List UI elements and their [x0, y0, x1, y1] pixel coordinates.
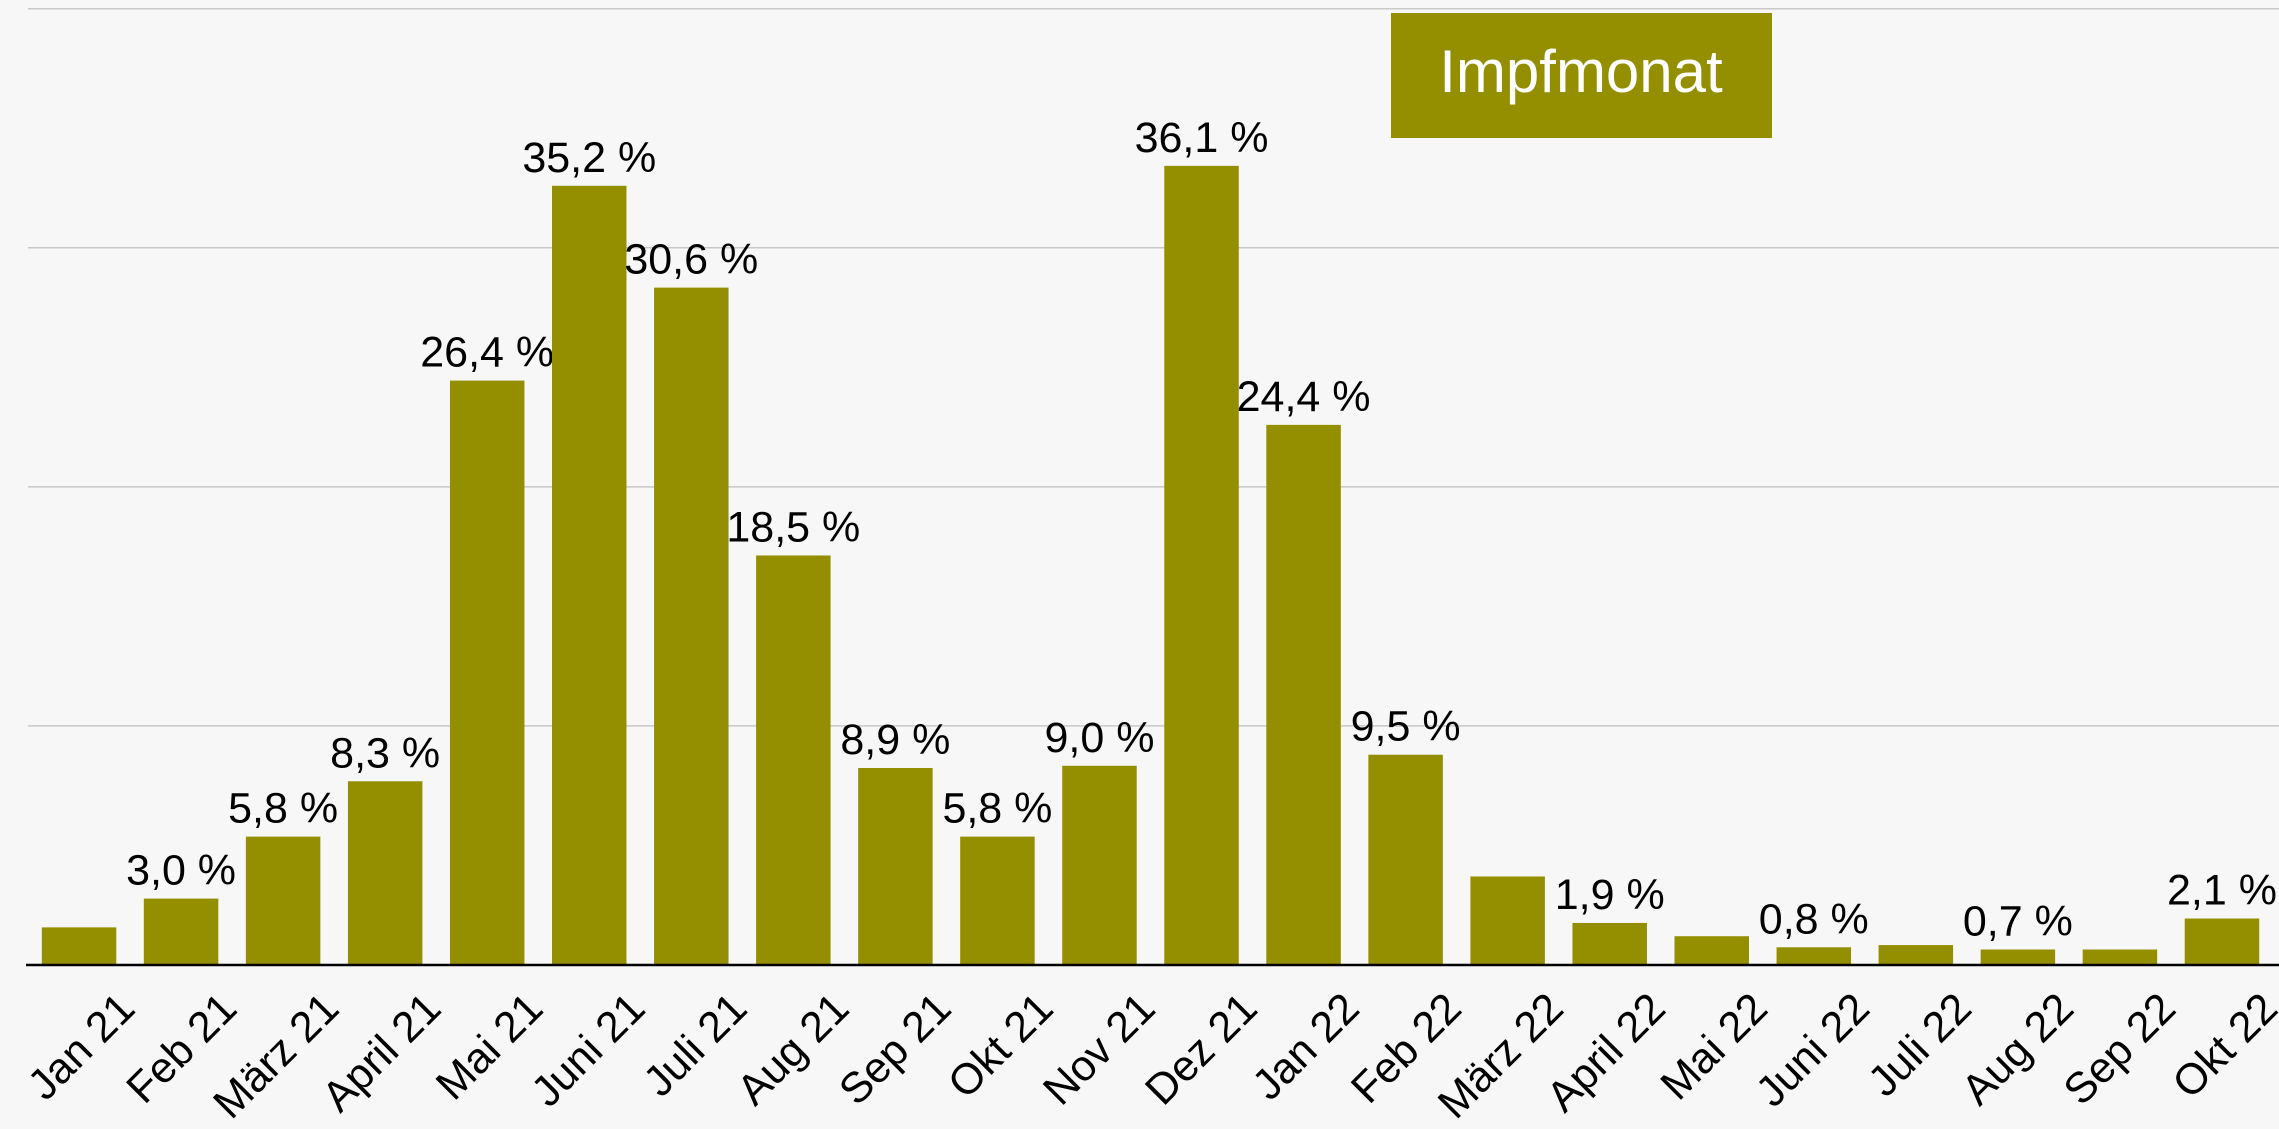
data-label: 36,1 % [1135, 114, 1269, 162]
bar [1878, 945, 1954, 965]
data-label: 26,4 % [420, 329, 554, 377]
bar [1470, 876, 1545, 965]
legend-label: Impfmonat [1439, 38, 1723, 105]
data-label: 30,6 % [624, 236, 758, 284]
data-label: 35,2 % [522, 134, 656, 182]
bar [1674, 936, 1749, 965]
bar [347, 781, 423, 965]
data-label: 24,4 % [1237, 373, 1371, 421]
bar [1368, 754, 1443, 965]
data-label: 5,8 % [942, 785, 1052, 833]
bar [245, 836, 321, 965]
data-label: 0,8 % [1759, 895, 1869, 943]
bar [1266, 424, 1341, 966]
legend-box [1391, 13, 1772, 138]
bar [449, 380, 525, 965]
data-label: 8,3 % [330, 729, 440, 777]
data-label: 5,8 % [228, 785, 338, 833]
bar [552, 185, 627, 965]
bar [654, 287, 729, 965]
data-label: 1,9 % [1555, 871, 1665, 919]
bar [2184, 918, 2260, 965]
bar [143, 898, 219, 965]
bar [858, 767, 933, 965]
data-label: 8,9 % [840, 716, 950, 764]
data-label: 9,5 % [1351, 703, 1461, 751]
bar [2082, 949, 2158, 965]
data-label: 18,5 % [726, 503, 860, 551]
bar [1572, 922, 1647, 965]
bar [756, 555, 831, 965]
bar [1164, 165, 1239, 965]
data-label: 3,0 % [126, 847, 236, 895]
bar [1980, 949, 2056, 965]
bar [960, 836, 1035, 965]
bar [1062, 765, 1137, 965]
bar [1776, 947, 1852, 965]
data-label: 2,1 % [2167, 867, 2277, 915]
bar [41, 927, 117, 965]
data-label: 9,0 % [1044, 714, 1154, 762]
data-label: 0,7 % [1963, 898, 2073, 946]
